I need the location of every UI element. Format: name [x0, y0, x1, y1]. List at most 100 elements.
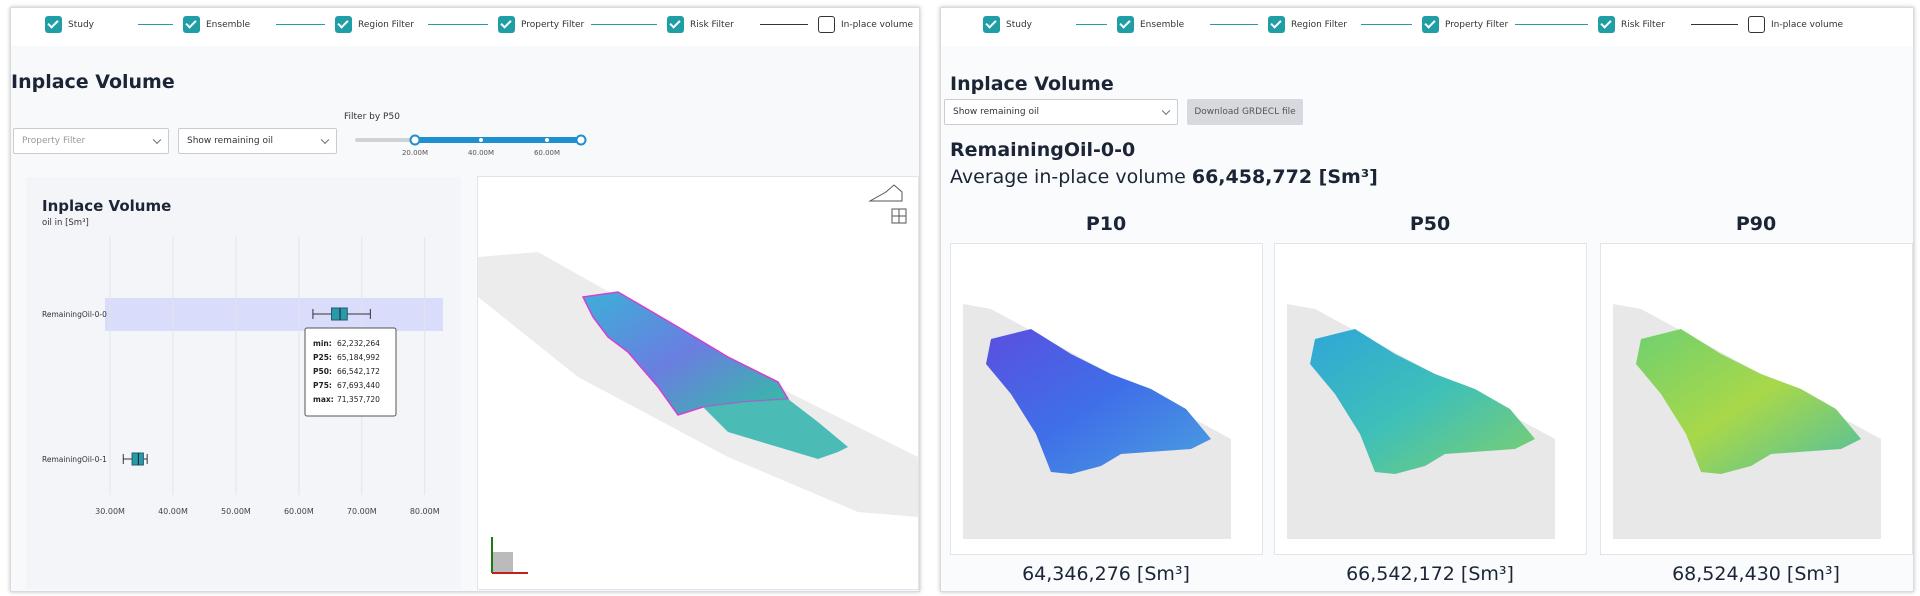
step-check — [1117, 16, 1134, 33]
check-mark — [669, 17, 681, 29]
tooltip-value: 66,542,172 — [337, 367, 380, 376]
box-chart: Inplace Volume oil in [Sm³] 30.00M 40.00M… — [42, 197, 443, 516]
box — [131, 452, 144, 466]
slider-handle[interactable] — [409, 134, 421, 146]
case-label: P50 — [1409, 213, 1451, 235]
grid-button[interactable] — [891, 208, 907, 224]
tooltip-key: P75: — [313, 381, 332, 390]
average-value: 66,458,772 [Sm³] — [1191, 166, 1378, 188]
placeholder: Property Filter — [22, 136, 86, 146]
step-connector — [1691, 24, 1738, 25]
step-label[interactable]: Region Filter — [1291, 20, 1347, 30]
chart-card: Inplace Volume oil in [Sm³] 30.00M 40.00M… — [26, 177, 461, 589]
step-connector — [1076, 24, 1107, 25]
tooltip-key: P25: — [313, 353, 332, 362]
x-tick-label: 50.00M — [221, 507, 251, 516]
stepper: Study Ensemble Region Filter Property Filte… — [941, 8, 1913, 46]
check-mark — [185, 17, 197, 29]
step-check — [335, 16, 352, 33]
3d-scene — [478, 184, 918, 574]
step-check — [1268, 16, 1285, 33]
y-tick-label: RemainingOil-0-1 — [42, 455, 107, 464]
step-label[interactable]: Ensemble — [1140, 20, 1185, 30]
step-connector — [760, 24, 808, 25]
x-tick-label: 30.00M — [95, 507, 125, 516]
step-label[interactable]: Property Filter — [521, 20, 585, 30]
select-value: Show remaining oil — [187, 136, 273, 146]
select-value: Show remaining oil — [953, 107, 1039, 117]
case-label: P90 — [1735, 213, 1777, 235]
map-field — [986, 329, 1211, 474]
step-label[interactable]: In-place volume — [1771, 20, 1844, 30]
step-check — [1598, 16, 1615, 33]
chart-subtitle: oil in [Sm³] — [42, 218, 89, 228]
display-select[interactable]: Show remaining oil — [178, 128, 337, 154]
step-pin — [818, 16, 835, 33]
chart-title: Inplace Volume — [42, 197, 171, 215]
tooltip-value: 71,357,720 — [337, 395, 380, 404]
step-label[interactable]: Risk Filter — [1621, 20, 1665, 30]
box — [330, 307, 348, 321]
tooltip-key: P50: — [313, 367, 332, 376]
average-label: Average in-place volume — [950, 166, 1186, 188]
tooltip-value: 67,693,440 — [337, 381, 380, 390]
check-mark — [337, 17, 349, 29]
check-mark — [1270, 17, 1282, 29]
step-label[interactable]: Study — [68, 20, 94, 30]
case-volume: 64,346,276 [Sm³] — [1022, 563, 1190, 585]
y-tick-label: RemainingOil-0-0 — [42, 310, 107, 319]
slider-tick: 20.00M — [402, 149, 428, 157]
result-name: RemainingOil-0-0 — [950, 139, 1136, 161]
slider-dot — [545, 138, 549, 142]
tooltip-key: min: — [313, 339, 332, 348]
check-mark — [47, 17, 59, 29]
step-label[interactable]: Region Filter — [358, 20, 414, 30]
step-pin — [1748, 16, 1765, 33]
check-mark — [500, 17, 512, 29]
home-button[interactable] — [868, 184, 903, 202]
step-connector — [428, 24, 488, 25]
step-connector — [138, 24, 173, 25]
x-tick-label: 70.00M — [347, 507, 377, 516]
slider-range — [415, 137, 581, 143]
download-button[interactable]: Download GRDECL file — [1187, 99, 1303, 125]
step-label[interactable]: Ensemble — [206, 20, 251, 30]
step-check — [983, 16, 1000, 33]
step-label[interactable]: Property Filter — [1445, 20, 1509, 30]
step-label[interactable]: Risk Filter — [690, 20, 734, 30]
page-title: Inplace Volume — [11, 71, 175, 93]
case-volume: 66,542,172 [Sm³] — [1346, 563, 1514, 585]
slider-label: Filter by P50 — [344, 112, 400, 122]
step-check — [183, 16, 200, 33]
slider-handle[interactable] — [575, 134, 587, 146]
check-mark — [1119, 17, 1131, 29]
check-mark — [1424, 17, 1436, 29]
check-mark — [985, 17, 997, 29]
map-field — [1636, 329, 1861, 474]
display-select[interactable]: Show remaining oil — [944, 99, 1178, 125]
case-map — [963, 304, 1231, 539]
tooltip-value: 62,232,264 — [337, 339, 380, 348]
step-check — [498, 16, 515, 33]
step-connector — [591, 24, 657, 25]
case-volume: 68,524,430 [Sm³] — [1672, 563, 1840, 585]
map-field — [1310, 329, 1535, 474]
3d-viewer[interactable] — [477, 176, 919, 590]
step-label[interactable]: In-place volume — [841, 20, 914, 30]
average-line: Average in-place volume 66,458,772 [Sm³] — [950, 166, 1378, 188]
left-panel: Study Ensemble Region Filter Property Filte… — [10, 7, 920, 592]
check-mark — [1600, 17, 1612, 29]
step-check — [45, 16, 62, 33]
case-card — [950, 243, 1263, 555]
axis-cube — [493, 552, 513, 572]
page-title: Inplace Volume — [950, 73, 1114, 95]
property-filter-select[interactable]: Property Filter — [13, 128, 169, 154]
x-tick-label: 80.00M — [410, 507, 440, 516]
case-map — [1287, 304, 1555, 539]
p50-slider[interactable]: 20.00M 40.00M 60.00M — [351, 126, 601, 160]
step-label[interactable]: Study — [1006, 20, 1032, 30]
step-connector — [1515, 24, 1588, 25]
case-card — [1274, 243, 1587, 555]
tooltip-value: 65,184,992 — [337, 353, 380, 362]
